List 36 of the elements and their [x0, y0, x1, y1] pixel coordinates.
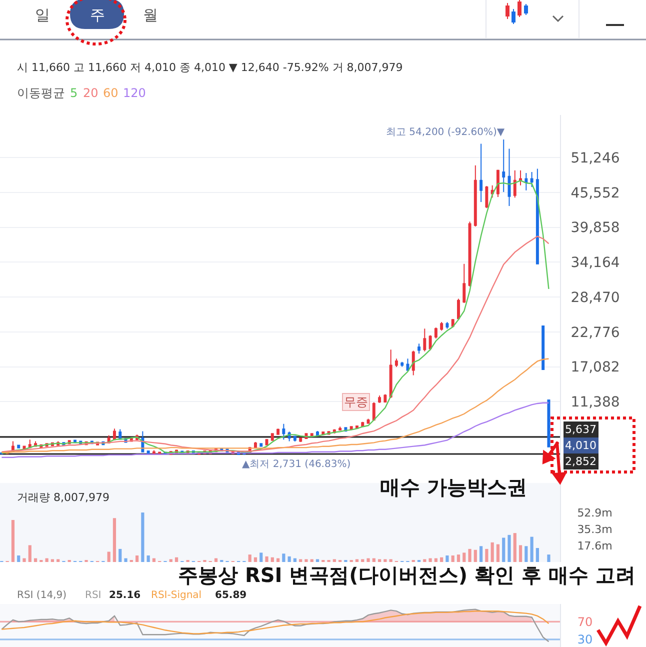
y-tick-label: 39,858	[570, 220, 620, 236]
y-tick-label: 22,776	[570, 324, 620, 341]
y-tick-label: 28,470	[570, 290, 620, 306]
y-tick-label: 17,082	[570, 360, 620, 376]
text: 2,852	[565, 455, 596, 468]
y-tick-label: 30	[577, 632, 593, 647]
annotation: 매수 가능박스권	[380, 475, 527, 499]
text: 월	[143, 6, 158, 24]
y-tick-label: 70	[577, 614, 593, 629]
y-tick-label: 45,552	[570, 185, 620, 202]
text: 주	[90, 6, 105, 24]
text: 일	[35, 6, 50, 24]
y-tick-label: 17.6m	[577, 539, 612, 552]
y-tick-label: 52.9m	[577, 506, 612, 520]
y-tick-label: 34,164	[570, 255, 620, 272]
legend-item: 60	[103, 86, 118, 100]
legend-item: RSI-Signal	[151, 590, 202, 601]
y-tick-label: 35.3m	[577, 522, 612, 536]
legend-item: 120	[123, 86, 146, 100]
text: 4,010	[565, 439, 596, 452]
chart-title: 시 11,660 고 11,660 저 4,010 종 4,010 ▼ 12,640 -75.92% 거 8,007,979	[17, 61, 403, 74]
text: 거래량 8,007,979	[17, 491, 110, 504]
text: 주봉상 RSI 변곡점(다이버전스) 확인 후 매수 고려	[178, 563, 636, 587]
text: 25.16	[109, 590, 141, 601]
y-tick-label: 11,388	[570, 394, 620, 411]
annotation: 최고 54,200 (-92.60%)▼	[386, 127, 505, 138]
legend-item: RSI	[85, 590, 102, 601]
y-tick-label: 51,246	[570, 150, 620, 166]
text: 65.89	[215, 590, 247, 601]
legend-item: 5	[70, 86, 78, 100]
chart-title: RSI (14,9)	[17, 590, 67, 601]
annotation: 무증	[344, 395, 368, 409]
legend-title: 이동평균	[17, 86, 65, 100]
text: 5,637	[565, 423, 596, 436]
annotation: ▲최저 2,731 (46.83%)	[242, 459, 351, 470]
legend-item: 20	[83, 86, 98, 100]
